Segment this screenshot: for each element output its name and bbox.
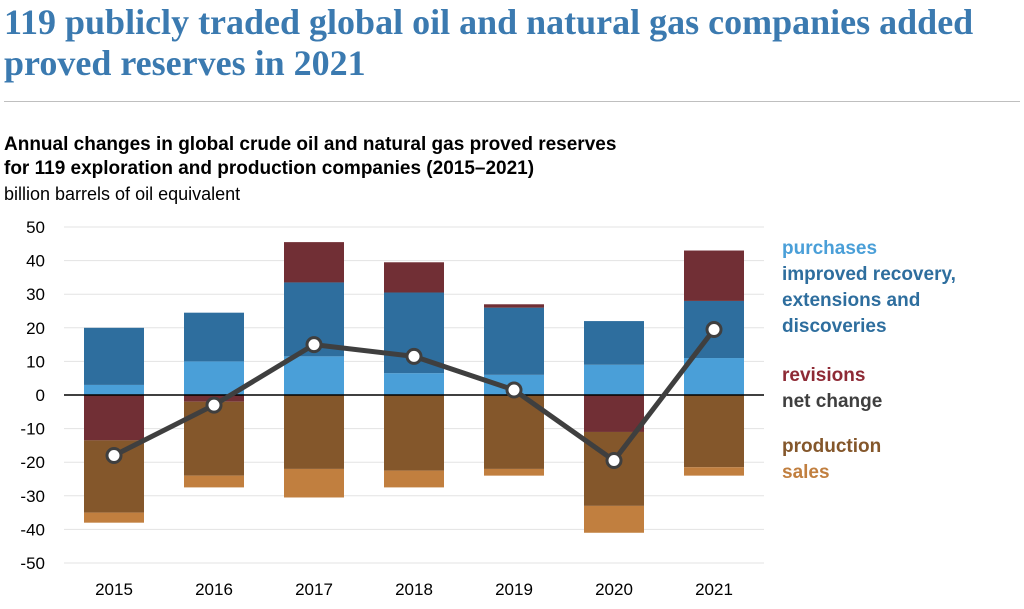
net-change-point [405, 347, 423, 365]
net-change-point [105, 446, 123, 464]
y-tick-label: 10 [26, 352, 45, 371]
legend-entry: discoveries [782, 316, 887, 337]
bar-revisions [584, 395, 644, 432]
bar-revisions [684, 250, 744, 301]
bar-purchases [184, 361, 244, 395]
y-tick-label: -30 [20, 487, 45, 506]
legend-entry: improved recovery, [782, 264, 956, 285]
y-tick-label: -10 [20, 420, 45, 439]
legend-entry: revisions [782, 365, 866, 386]
bar-production [684, 395, 744, 468]
bar-purchases [284, 356, 344, 395]
y-tick-label: 50 [26, 218, 45, 237]
y-tick-label: 20 [26, 319, 45, 338]
bar-purchases [584, 364, 644, 395]
net-change-point [305, 336, 323, 354]
x-tick-label: 2015 [95, 580, 133, 599]
bar-sales [84, 512, 144, 523]
bar-improved-recovery [184, 312, 244, 362]
net-change-point [505, 381, 523, 399]
bar-sales [684, 467, 744, 476]
x-tick-label: 2018 [395, 580, 433, 599]
bar-revisions [284, 242, 344, 283]
x-tick-label: 2017 [295, 580, 333, 599]
headline-divider [4, 101, 1020, 102]
legend-entry: sales [782, 462, 830, 483]
legend-entry: extensions and [782, 290, 921, 311]
net-change-point [205, 396, 223, 414]
bar-production [384, 395, 444, 471]
y-tick-label: -20 [20, 453, 45, 472]
legend-entry: production [782, 436, 882, 457]
bar-improved-recovery [484, 307, 544, 375]
bar-purchases [684, 358, 744, 395]
bar-sales [484, 468, 544, 476]
bar-sales [184, 475, 244, 488]
chart-title-line-2: for 119 exploration and production compa… [4, 158, 535, 179]
bar-sales [284, 468, 344, 498]
bar-revisions [484, 304, 544, 308]
headline: 119 publicly traded global oil and natur… [4, 2, 974, 83]
y-axis-unit-label: billion barrels of oil equivalent [4, 184, 241, 204]
x-tick-label: 2020 [595, 580, 633, 599]
net-change-point [705, 320, 723, 338]
bar-improved-recovery [584, 321, 644, 365]
chart-title: Annual changes in global crude oil and n… [4, 133, 616, 181]
net-change-point [605, 452, 623, 470]
y-tick-label: 30 [26, 285, 45, 304]
x-tick-label: 2016 [195, 580, 233, 599]
y-tick-label: -40 [20, 520, 45, 539]
bar-purchases [84, 384, 144, 395]
bar-production [284, 395, 344, 469]
x-tick-label: 2019 [495, 580, 533, 599]
bar-sales [384, 470, 444, 488]
y-tick-label: 40 [26, 252, 45, 271]
bar-production [484, 395, 544, 469]
bar-revisions [84, 395, 144, 441]
x-tick-label: 2021 [695, 580, 733, 599]
bar-revisions [384, 262, 444, 293]
y-tick-label: 0 [36, 386, 45, 405]
bar-purchases [384, 373, 444, 395]
legend-entry: net change [782, 391, 883, 412]
bar-improved-recovery [84, 327, 144, 385]
y-tick-label: -50 [20, 554, 45, 573]
chart-title-line-1: Annual changes in global crude oil and n… [4, 134, 617, 155]
legend-entry: purchases [782, 238, 878, 259]
bar-sales [584, 505, 644, 533]
